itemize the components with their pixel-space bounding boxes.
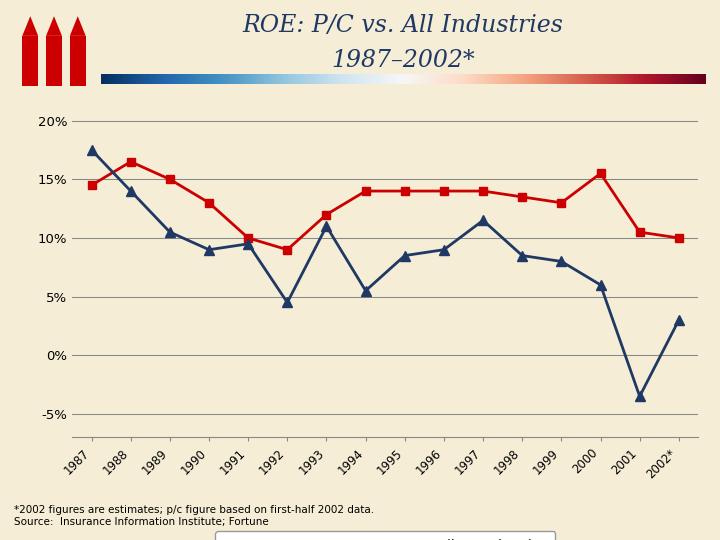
Polygon shape xyxy=(22,16,38,36)
Text: *2002 figures are estimates; p/c figure based on first-half 2002 data.
Source:  : *2002 figures are estimates; p/c figure … xyxy=(14,505,374,526)
Polygon shape xyxy=(70,16,86,36)
Text: 1987–2002*: 1987–2002* xyxy=(331,49,475,72)
FancyBboxPatch shape xyxy=(46,36,62,86)
Legend: US P/C Insurers, All US Industries: US P/C Insurers, All US Industries xyxy=(215,531,555,540)
FancyBboxPatch shape xyxy=(22,36,38,86)
Text: ROE: P/C vs. All Industries: ROE: P/C vs. All Industries xyxy=(243,14,564,37)
Polygon shape xyxy=(46,16,62,36)
FancyBboxPatch shape xyxy=(70,36,86,86)
